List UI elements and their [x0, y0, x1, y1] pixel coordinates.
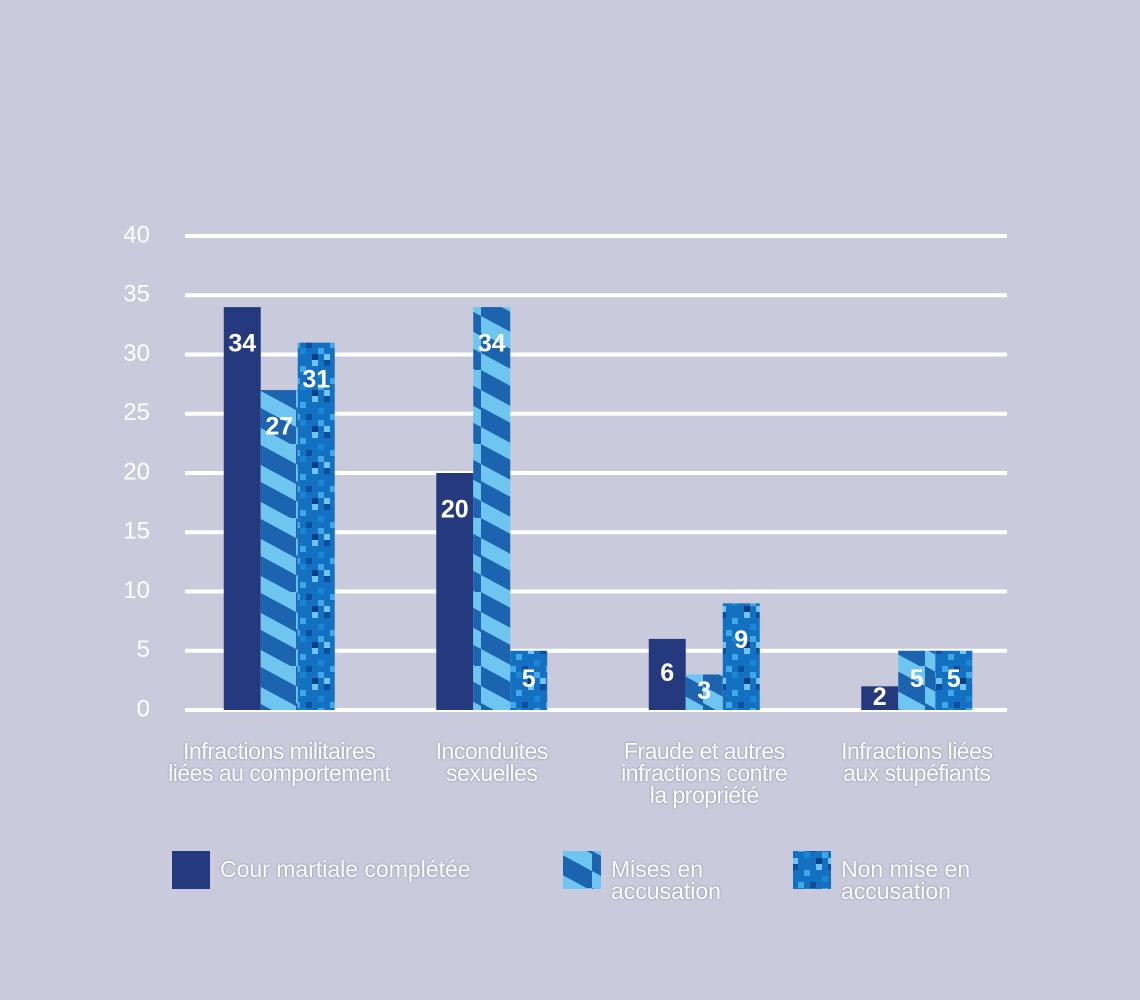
value-label: 31 — [302, 365, 330, 393]
y-tick-label: 35 — [123, 281, 150, 308]
bar — [260, 390, 298, 710]
legend-swatch — [793, 851, 831, 889]
y-tick-label: 40 — [123, 221, 150, 248]
legend-label: Mises en accusation — [611, 856, 721, 904]
bar — [685, 674, 723, 710]
x-tick-label: Inconduites sexuelles — [435, 738, 549, 786]
value-label: 27 — [265, 413, 293, 441]
bar — [223, 307, 261, 710]
value-label: 5 — [910, 665, 924, 693]
bar — [861, 686, 899, 710]
bar — [935, 650, 973, 710]
value-label: 5 — [522, 665, 536, 693]
y-tick-label: 20 — [123, 458, 150, 485]
value-label: 34 — [228, 330, 256, 358]
bar — [898, 650, 936, 710]
legend-label: Cour martiale complétée — [220, 856, 471, 882]
value-label: 6 — [660, 659, 674, 687]
y-tick-label: 0 — [137, 695, 150, 722]
x-tick-label: Fraude et autres infractions contre la p… — [621, 738, 788, 808]
y-tick-label: 5 — [137, 636, 150, 663]
y-tick-label: 25 — [123, 399, 150, 426]
value-label: 3 — [697, 677, 711, 705]
value-label: 20 — [441, 496, 469, 524]
value-label: 5 — [947, 665, 961, 693]
bar — [436, 473, 474, 710]
bar — [722, 603, 760, 710]
legend-swatch — [563, 851, 601, 889]
value-label: 2 — [873, 683, 887, 711]
y-tick-label: 10 — [123, 577, 150, 604]
value-label: 34 — [478, 330, 506, 358]
bar — [510, 650, 548, 710]
bar — [473, 307, 511, 710]
y-tick-label: 30 — [123, 340, 150, 367]
x-tick-label: Infractions liées aux stupéfiants — [841, 738, 993, 786]
bar — [297, 342, 335, 710]
legend-swatch — [172, 851, 210, 889]
legend-label: Non mise en accusation — [841, 856, 971, 904]
bar — [648, 638, 686, 710]
y-tick-label: 15 — [123, 518, 150, 545]
x-tick-label: Infractions militaires liées au comporte… — [168, 738, 391, 786]
value-label: 9 — [734, 626, 748, 654]
